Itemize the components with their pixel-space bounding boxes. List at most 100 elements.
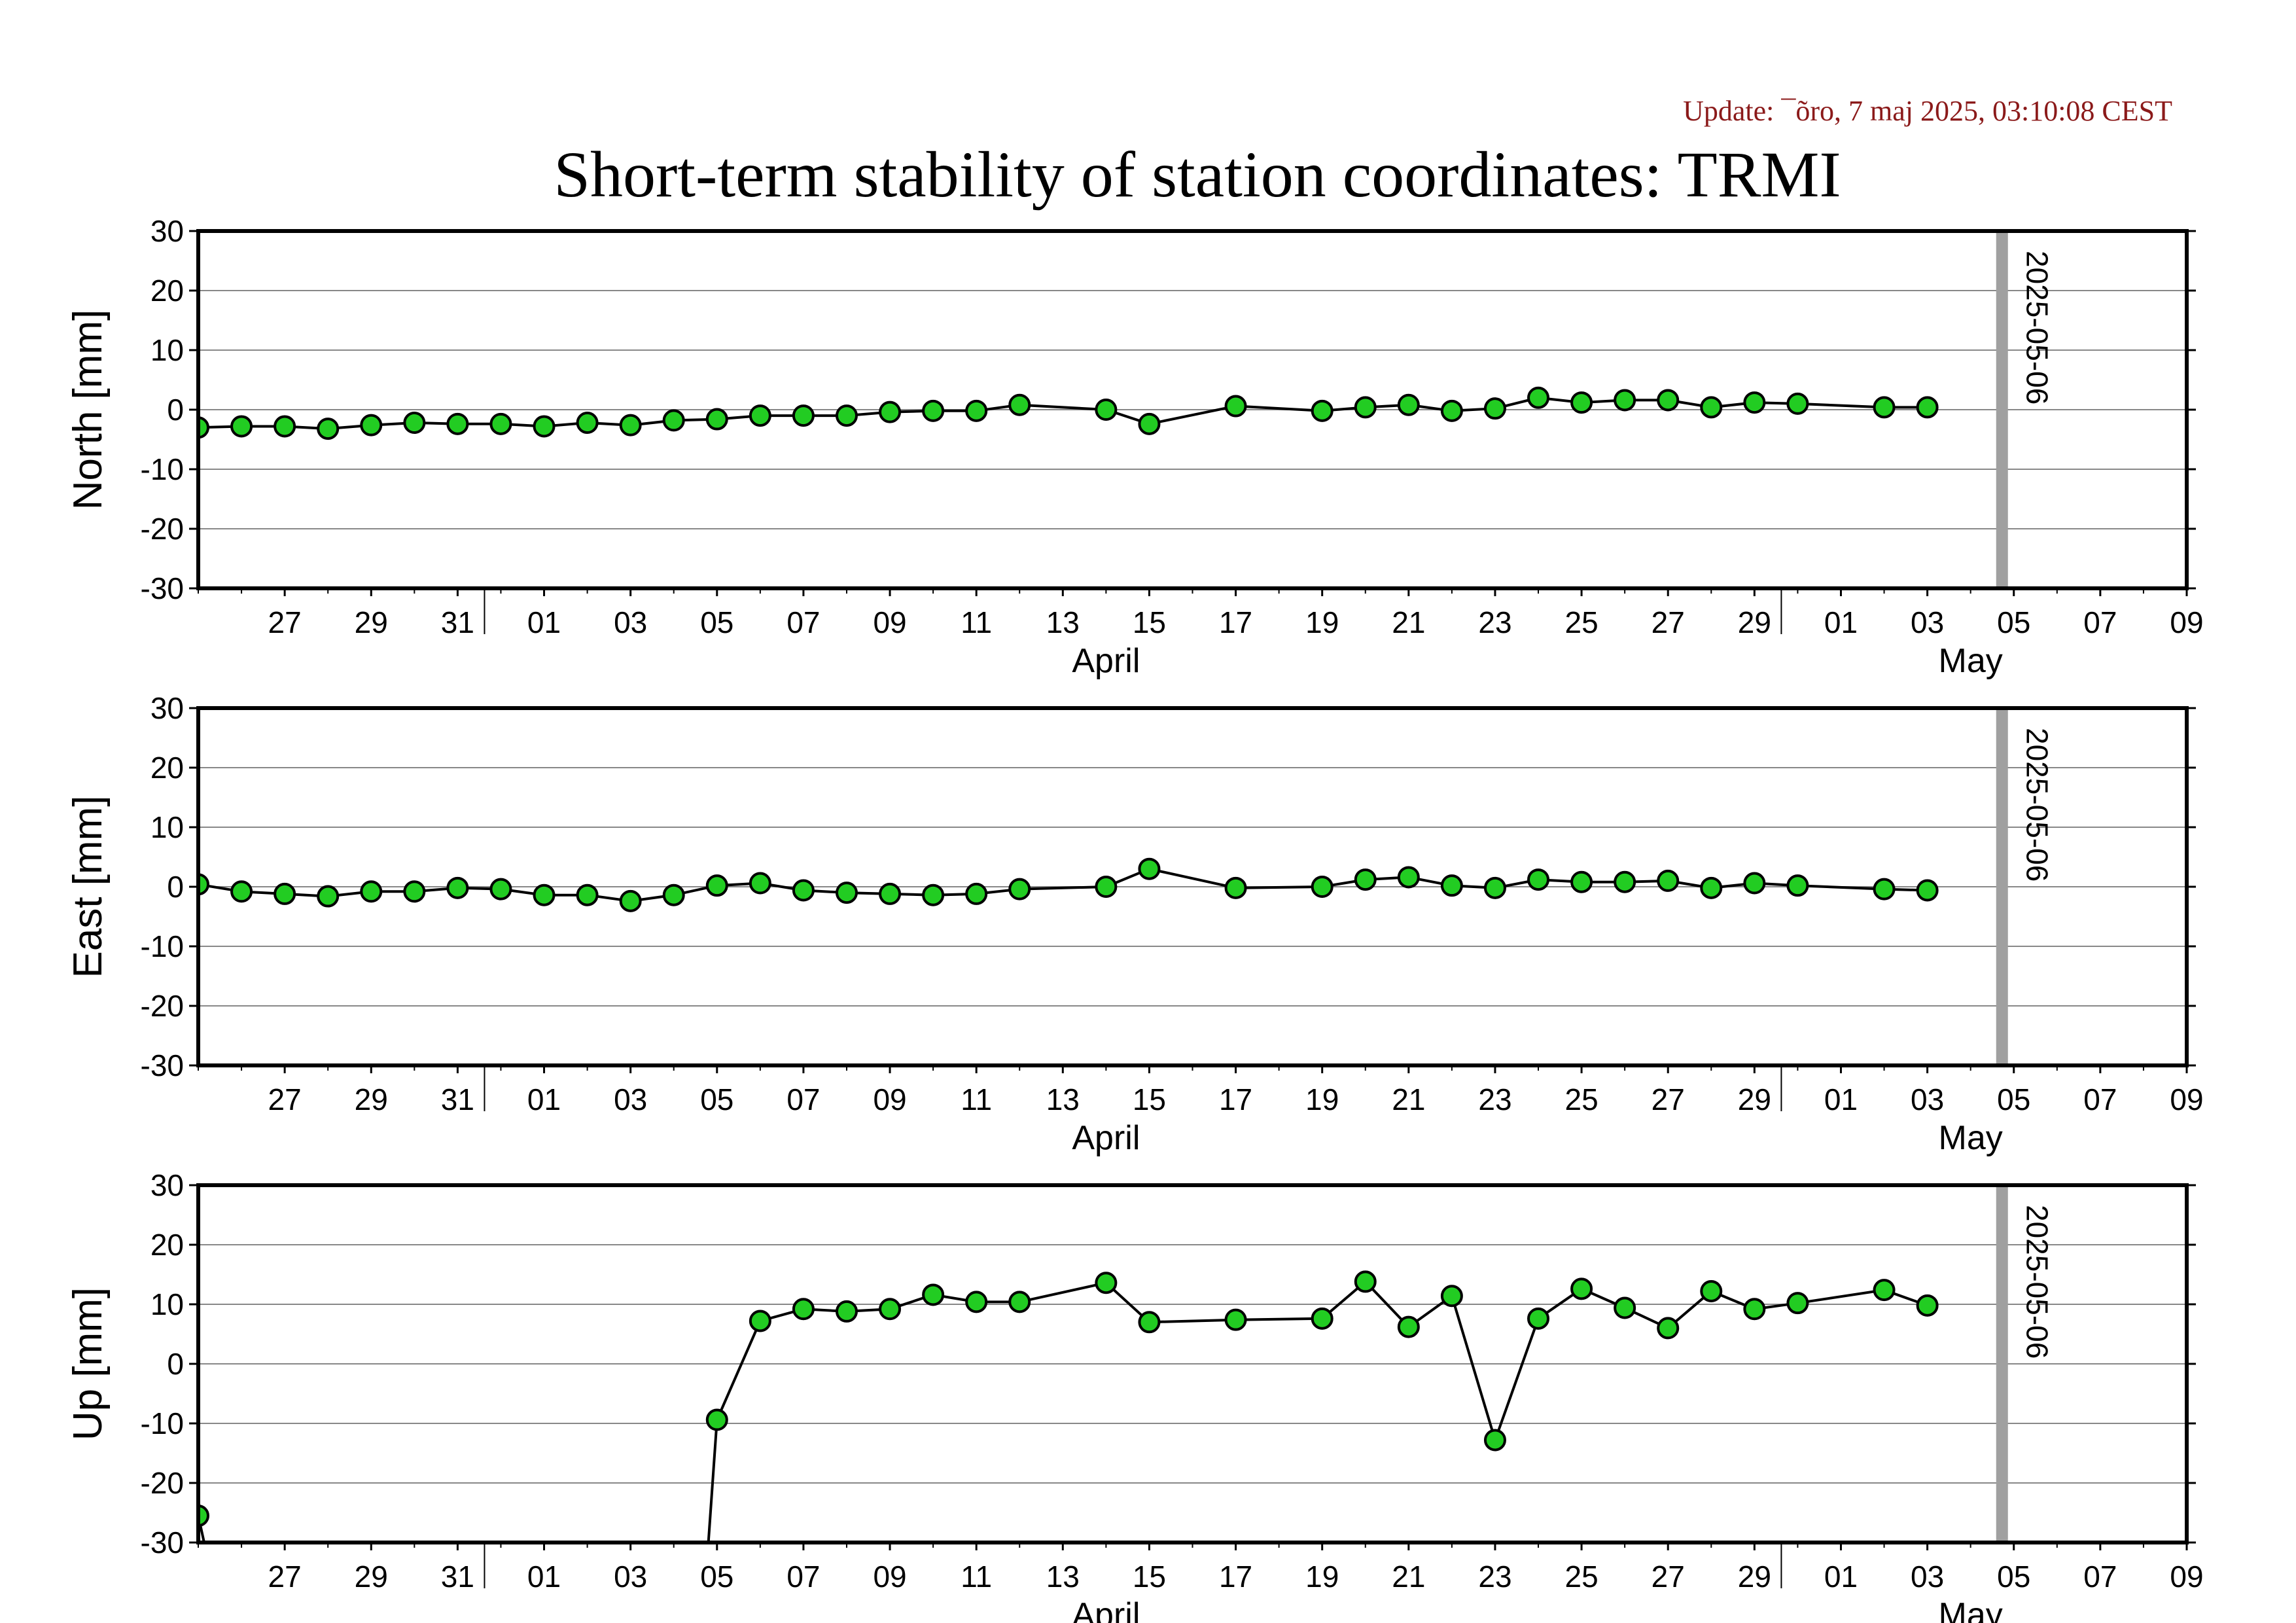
- data-point: [230, 880, 253, 903]
- data-point: [1743, 872, 1766, 895]
- data-point: [922, 399, 945, 422]
- data-point: [749, 404, 771, 427]
- panel-1: 30 20 10 0 -10 -20 -30 27 29 31 01 03 05 07 09 11 13 15 17…: [65, 214, 2204, 680]
- data-point: [403, 880, 426, 903]
- x-tick-label: 15: [1133, 1082, 1166, 1116]
- data-point: [1657, 389, 1680, 412]
- data-point: [1138, 412, 1161, 435]
- x-tick-label: 19: [1305, 605, 1339, 639]
- x-tick-label: 17: [1219, 1082, 1252, 1116]
- data-point: [1008, 1291, 1031, 1313]
- x-tick-label: 21: [1392, 1082, 1425, 1116]
- data-point: [1786, 874, 1809, 897]
- data-point: [1614, 389, 1636, 412]
- data-point: [1700, 876, 1723, 899]
- x-tick-label: 23: [1478, 605, 1511, 639]
- x-tick-label: 21: [1392, 605, 1425, 639]
- data-point: [1138, 1311, 1161, 1334]
- x-tick-label: 29: [355, 605, 388, 639]
- x-tick-label: 23: [1478, 1560, 1511, 1594]
- data-point: [446, 876, 469, 899]
- current-date-label: 2025-05-06: [2021, 251, 2055, 404]
- x-tick-label: 19: [1305, 1560, 1339, 1594]
- data-point: [1095, 399, 1118, 421]
- data-point: [1397, 393, 1420, 416]
- data-point: [489, 878, 512, 901]
- y-tick-label: 10: [150, 333, 184, 367]
- x-tick-label: 19: [1305, 1082, 1339, 1116]
- y-tick-label: -20: [141, 989, 184, 1023]
- data-point: [792, 879, 815, 902]
- data-point: [1873, 1279, 1896, 1302]
- x-tick-label: 07: [2083, 1560, 2117, 1594]
- y-axis-label: Up [mm]: [65, 1287, 111, 1440]
- data-point: [1570, 391, 1593, 414]
- x-tick-label: 27: [268, 605, 302, 639]
- data-point: [1483, 876, 1506, 899]
- data-point: [1743, 391, 1766, 414]
- x-tick-label: 11: [961, 1560, 992, 1594]
- x-tick-label: 29: [355, 1560, 388, 1594]
- plot-frame: [196, 706, 2189, 1067]
- x-tick-label: 25: [1565, 605, 1598, 639]
- data-point: [965, 1291, 988, 1313]
- x-tick-label: 17: [1219, 605, 1252, 639]
- x-tick-label: 03: [614, 605, 647, 639]
- x-tick-label: 31: [441, 1082, 474, 1116]
- data-point: [317, 418, 340, 440]
- data-point: [1354, 1270, 1377, 1293]
- x-tick-label: 27: [268, 1560, 302, 1594]
- x-tick-label: 07: [2083, 605, 2117, 639]
- x-tick-label: 27: [268, 1082, 302, 1116]
- x-tick-label: 09: [873, 605, 906, 639]
- x-tick-label: 29: [1738, 605, 1771, 639]
- x-tick-label: 05: [1997, 605, 2030, 639]
- data-point: [1700, 396, 1723, 419]
- x-tick-label: 05: [1997, 1560, 2030, 1594]
- data-point: [1224, 1308, 1247, 1331]
- series-2: [705, 1270, 1939, 1543]
- series-1: [198, 857, 1939, 912]
- y-tick-label: 20: [150, 274, 184, 308]
- y-tick-label: 20: [150, 1228, 184, 1262]
- data-point: [489, 412, 512, 435]
- data-point: [1354, 868, 1377, 891]
- y-tick-label: -30: [141, 571, 184, 605]
- data-point: [1570, 870, 1593, 893]
- data-point: [835, 404, 858, 427]
- data-point: [446, 412, 469, 435]
- x-tick-label: 11: [961, 1082, 992, 1116]
- x-tick-label: 09: [873, 1560, 906, 1594]
- x-tick-label: 23: [1478, 1082, 1511, 1116]
- x-tick-label: 17: [1219, 1560, 1252, 1594]
- x-tick-label: 31: [441, 605, 474, 639]
- data-point: [1311, 399, 1333, 422]
- x-tick-label: 29: [1738, 1560, 1771, 1594]
- data-point: [1916, 396, 1939, 419]
- x-tick-label: 01: [1824, 1560, 1858, 1594]
- data-point: [879, 401, 902, 423]
- month-label-april: April: [1072, 1119, 1140, 1157]
- x-tick-label: 25: [1565, 1082, 1598, 1116]
- x-tick-label: 09: [873, 1082, 906, 1116]
- data-point: [198, 416, 209, 439]
- x-tick-label: 29: [1738, 1082, 1771, 1116]
- data-point: [403, 412, 426, 435]
- data-point: [749, 872, 771, 895]
- data-point: [1440, 874, 1463, 897]
- data-point: [879, 882, 902, 905]
- data-point: [1138, 857, 1161, 880]
- y-axis-label: North [mm]: [65, 310, 111, 510]
- data-point: [922, 883, 945, 906]
- data-point: [662, 409, 685, 432]
- data-point: [1527, 868, 1550, 891]
- data-point: [1570, 1277, 1593, 1300]
- x-tick-label: 05: [700, 1560, 733, 1594]
- y-tick-label: 0: [167, 870, 184, 904]
- data-point: [1614, 870, 1636, 893]
- x-tick-label: 01: [1824, 1082, 1858, 1116]
- month-label-may: May: [1939, 642, 2003, 680]
- data-point: [1008, 393, 1031, 416]
- y-tick-label: 30: [150, 214, 184, 248]
